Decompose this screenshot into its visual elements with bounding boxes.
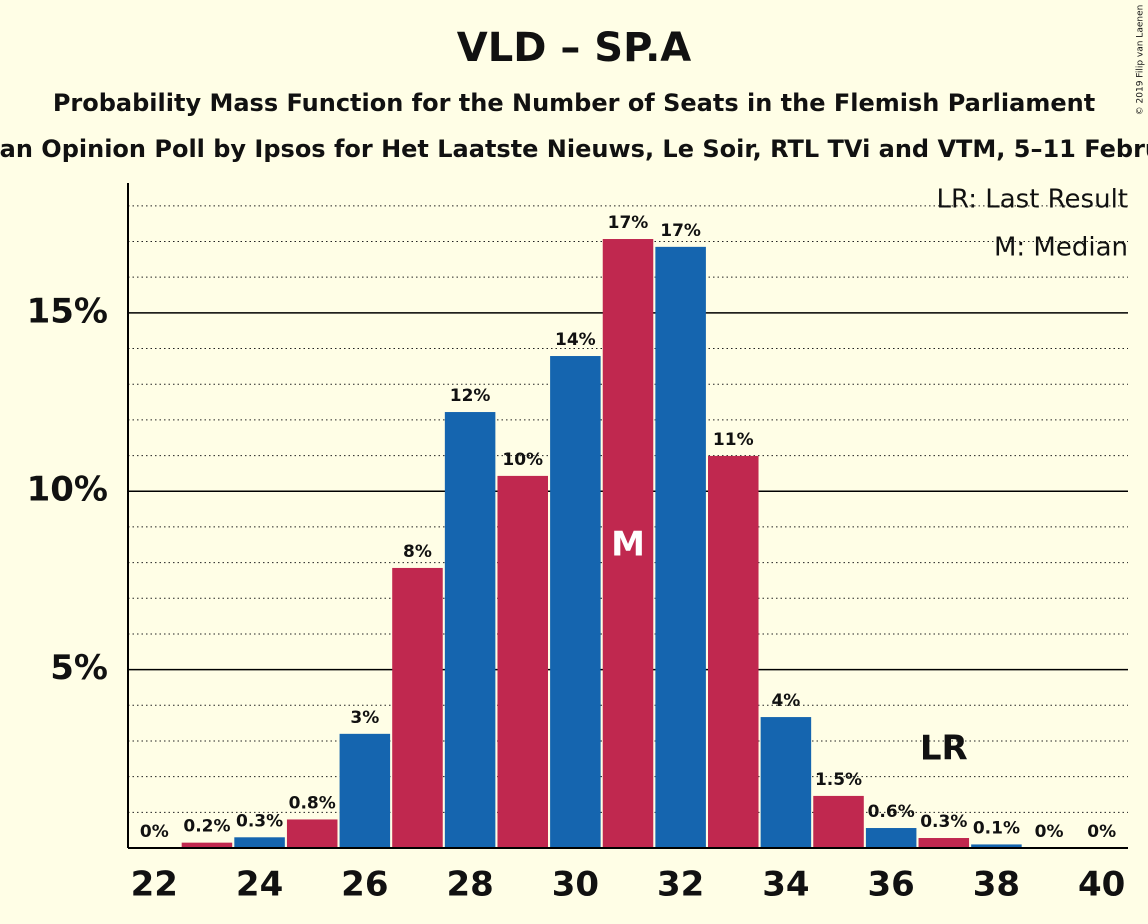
bar — [550, 356, 601, 848]
bar — [497, 475, 548, 848]
chart-subtitle: Based on an Opinion Poll by Ipsos for He… — [0, 135, 1148, 163]
x-tick-label: 34 — [762, 865, 809, 905]
x-tick-label: 22 — [131, 865, 178, 905]
bar — [392, 567, 443, 848]
value-label: 0% — [140, 822, 169, 842]
x-tick-label: 28 — [446, 865, 493, 905]
value-label: 3% — [350, 708, 379, 728]
bar — [971, 844, 1022, 848]
value-label: 0.3% — [920, 812, 967, 832]
copyright: © 2019 Filip van Laenen — [1136, 5, 1146, 116]
value-label: 0.6% — [868, 802, 915, 822]
legend-entry: LR: Last Result — [936, 185, 1128, 215]
y-tick-label: 10% — [27, 470, 108, 510]
x-tick-label: 24 — [236, 865, 283, 905]
value-label: 17% — [608, 213, 649, 233]
bar — [918, 838, 970, 848]
x-tick-label: 38 — [973, 865, 1020, 905]
bar — [813, 795, 864, 848]
annotation: LR — [920, 729, 968, 769]
value-label: 0% — [1035, 822, 1064, 842]
bar — [760, 717, 812, 848]
bar — [865, 828, 917, 848]
bar — [655, 246, 706, 848]
chart-subtitle: Probability Mass Function for the Number… — [53, 89, 1095, 117]
bar — [234, 837, 285, 848]
value-label: 17% — [660, 221, 701, 241]
value-label: 4% — [771, 691, 800, 711]
bar — [444, 412, 496, 848]
value-label: 0.3% — [236, 811, 283, 831]
value-label: 0.2% — [183, 817, 230, 837]
value-label: 11% — [713, 430, 754, 450]
value-label: 1.5% — [815, 770, 862, 790]
y-tick-label: 5% — [50, 648, 108, 688]
annotation: M — [611, 525, 645, 565]
value-label: 0.1% — [973, 818, 1020, 838]
value-label: 8% — [403, 542, 432, 562]
x-tick-label: 30 — [552, 865, 599, 905]
value-label: 10% — [502, 450, 543, 470]
value-label: 14% — [555, 330, 596, 350]
value-label: 12% — [450, 386, 491, 406]
bar — [602, 239, 654, 849]
bar — [339, 733, 391, 848]
chart-title: VLD – SP.A — [457, 25, 691, 71]
value-label: 0.8% — [289, 793, 336, 813]
bar — [181, 842, 233, 848]
x-tick-label: 36 — [867, 865, 914, 905]
x-tick-label: 32 — [657, 865, 704, 905]
legend-entry: M: Median — [994, 233, 1128, 263]
bar — [708, 455, 759, 848]
bar — [286, 819, 338, 848]
y-tick-label: 15% — [27, 291, 108, 331]
x-tick-label: 26 — [341, 865, 388, 905]
value-label: 0% — [1087, 822, 1116, 842]
x-tick-label: 40 — [1078, 865, 1125, 905]
